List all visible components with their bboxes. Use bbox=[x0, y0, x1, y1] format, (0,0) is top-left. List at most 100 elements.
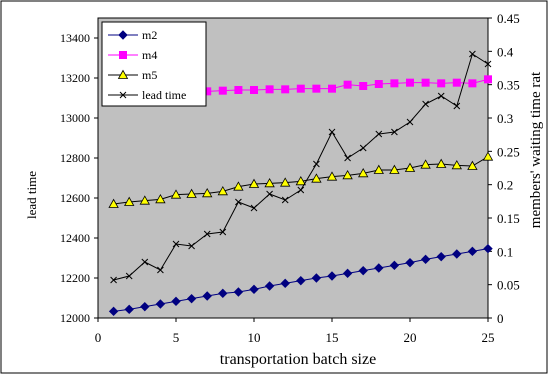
data-point bbox=[468, 79, 477, 88]
data-point bbox=[141, 258, 149, 266]
data-point bbox=[170, 189, 182, 199]
data-point bbox=[406, 78, 414, 87]
data-point bbox=[157, 266, 164, 274]
data-point bbox=[437, 92, 445, 100]
data-point bbox=[389, 164, 400, 174]
y-right-tick-label: 0.45 bbox=[497, 11, 520, 26]
x-tick-label: 0 bbox=[95, 330, 102, 345]
data-point bbox=[482, 151, 494, 161]
x-tick-label: 20 bbox=[404, 330, 417, 345]
data-point bbox=[342, 268, 353, 279]
data-point bbox=[264, 281, 275, 291]
data-point bbox=[281, 85, 290, 94]
data-point bbox=[202, 188, 213, 198]
x-axis-label: transportation batch size bbox=[220, 351, 376, 368]
data-point bbox=[484, 75, 492, 84]
data-point bbox=[108, 198, 119, 208]
data-point bbox=[124, 196, 135, 206]
legend-label: lead time bbox=[142, 88, 186, 102]
y-right-tick-label: 0.05 bbox=[497, 278, 520, 293]
data-point bbox=[467, 160, 478, 170]
data-point bbox=[436, 158, 447, 168]
data-point bbox=[311, 173, 322, 183]
data-point bbox=[296, 84, 305, 93]
data-point bbox=[451, 160, 462, 170]
legend-marker bbox=[119, 51, 127, 59]
legend-item: m4 bbox=[108, 48, 157, 62]
legend-marker bbox=[118, 30, 128, 40]
data-point bbox=[218, 86, 227, 95]
data-point bbox=[125, 272, 133, 280]
data-point bbox=[188, 242, 195, 250]
data-point bbox=[171, 296, 181, 307]
data-point bbox=[420, 159, 431, 169]
series-m5 bbox=[108, 151, 494, 208]
data-point bbox=[422, 100, 429, 108]
data-point bbox=[359, 144, 367, 152]
y-left-tick-label: 13000 bbox=[60, 111, 90, 125]
y-left-tick-label: 13200 bbox=[60, 71, 90, 85]
y-right-tick-label: 0.35 bbox=[497, 78, 520, 93]
data-point bbox=[406, 118, 414, 126]
legend-item: m5 bbox=[108, 68, 157, 82]
data-point bbox=[452, 249, 462, 259]
legend-label: m2 bbox=[142, 28, 157, 42]
data-point bbox=[375, 130, 383, 138]
data-point bbox=[266, 190, 273, 198]
data-point bbox=[124, 304, 134, 315]
y-right-tick-label: 0.3 bbox=[497, 111, 513, 126]
data-point bbox=[359, 82, 368, 90]
data-point bbox=[281, 196, 289, 204]
data-point bbox=[155, 194, 166, 204]
data-point bbox=[186, 293, 197, 304]
data-point bbox=[250, 86, 258, 94]
data-point bbox=[312, 84, 321, 93]
data-point bbox=[436, 251, 446, 262]
data-point bbox=[405, 257, 415, 268]
series-m2 bbox=[108, 243, 493, 317]
x-tick-label: 25 bbox=[482, 330, 495, 345]
y-left-tick-label: 12600 bbox=[60, 191, 90, 205]
data-point bbox=[235, 198, 242, 206]
data-point bbox=[172, 240, 180, 248]
data-point bbox=[295, 176, 306, 186]
y-axis-right-label: members' waiting time rat bbox=[528, 71, 544, 228]
data-point bbox=[437, 79, 446, 88]
data-point bbox=[248, 178, 260, 188]
legend-label: m5 bbox=[142, 68, 157, 82]
data-point bbox=[328, 84, 336, 93]
series-lead-time bbox=[110, 50, 492, 284]
data-point bbox=[297, 186, 305, 194]
data-point bbox=[452, 78, 461, 87]
data-point bbox=[358, 265, 368, 276]
data-point bbox=[108, 306, 119, 317]
legend-label: m4 bbox=[142, 48, 157, 62]
y-right-tick-label: 0.15 bbox=[497, 211, 520, 226]
data-point bbox=[233, 181, 244, 191]
y-left-tick-label: 12400 bbox=[60, 231, 90, 245]
data-point bbox=[186, 188, 197, 198]
y-right-tick-label: 0.2 bbox=[497, 178, 513, 193]
data-point bbox=[389, 260, 400, 271]
data-point bbox=[311, 273, 322, 283]
y-right-tick-label: 0.4 bbox=[497, 44, 514, 59]
legend-item: lead time bbox=[108, 88, 186, 102]
data-point bbox=[218, 288, 228, 299]
y-right-tick-label: 0.25 bbox=[497, 144, 520, 159]
data-point bbox=[110, 276, 117, 284]
x-tick-label: 15 bbox=[326, 330, 339, 345]
y-right-tick-label: 0 bbox=[497, 311, 504, 326]
data-point bbox=[280, 278, 290, 289]
data-point bbox=[420, 254, 431, 265]
legend-item: m2 bbox=[108, 28, 157, 42]
data-point bbox=[313, 160, 320, 168]
data-point bbox=[483, 243, 493, 254]
y-axis-left-label: lead time bbox=[24, 171, 39, 219]
data-point bbox=[202, 291, 212, 301]
data-point bbox=[390, 79, 399, 88]
data-point bbox=[374, 80, 383, 88]
data-point bbox=[327, 271, 337, 281]
data-point bbox=[391, 128, 398, 136]
legend-marker bbox=[117, 69, 129, 79]
